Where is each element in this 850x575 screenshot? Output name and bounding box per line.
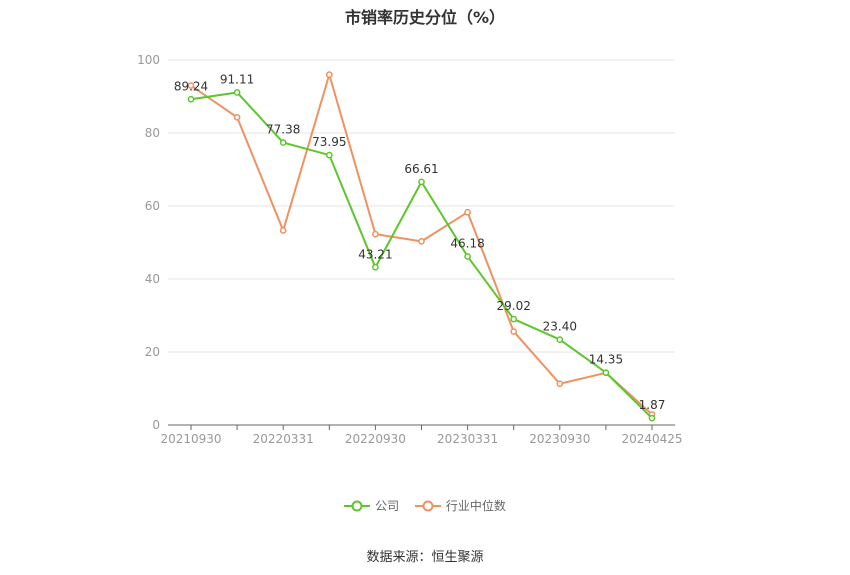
legend-industry-icon [414, 500, 441, 511]
data-label: 66.61 [404, 162, 438, 176]
data-label: 43.21 [358, 247, 392, 261]
legend-item-industry-median[interactable]: 行业中位数 [414, 497, 506, 514]
series-point-1 [233, 113, 241, 121]
x-axis-ticks: 20210930 20220331 20220930 20230331 20230930… [160, 432, 682, 446]
legend-label-industry-median: 行业中位数 [445, 499, 506, 513]
series-point-0 [464, 253, 471, 260]
series-point-1 [187, 82, 195, 89]
y-axis-ticks: 0 20 40 60 80 100 [137, 53, 160, 432]
chart-title: 市销率历史分位（%） [344, 8, 506, 27]
legend-company-icon [344, 500, 371, 511]
data-label: 23.40 [543, 320, 577, 334]
series-point-1 [464, 208, 471, 216]
data-label: 46.18 [450, 236, 484, 250]
series-point-1 [279, 227, 287, 234]
series-point-0 [233, 89, 241, 96]
series-point-0 [187, 95, 195, 103]
series-point-0 [279, 139, 287, 146]
legend: 公司 行业中位数 [0, 497, 850, 516]
x-axis [168, 424, 675, 430]
grid-lines [168, 59, 675, 353]
series-point-0 [325, 151, 333, 159]
x-tick-label: 20230331 [437, 432, 498, 446]
y-tick-label: 100 [137, 53, 160, 67]
x-tick-label: 20220331 [253, 432, 314, 446]
y-tick-label: 40 [145, 272, 160, 286]
series-line-0 [190, 91, 653, 419]
series-point-0 [510, 315, 518, 323]
data-label: 89.24 [174, 79, 208, 93]
y-tick-label: 80 [145, 126, 160, 140]
x-tick-label: 20210930 [160, 432, 221, 446]
x-tick-label: 20230930 [529, 432, 590, 446]
data-labels: 89.24 91.11 77.38 73.95 43.21 66.61 46.18 29.02… [174, 72, 666, 412]
data-label: 91.11 [220, 72, 254, 86]
series-point-1 [418, 238, 425, 245]
series-point-0 [556, 336, 564, 343]
x-tick-label: 20240425 [621, 432, 682, 446]
data-label: 29.02 [497, 299, 531, 313]
data-source: 数据来源：恒生聚源 [366, 550, 484, 565]
series-point-0 [418, 178, 425, 186]
series-point-1 [556, 380, 564, 388]
data-label: 73.95 [312, 135, 346, 149]
legend-item-company[interactable]: 公司 [344, 497, 399, 514]
series-point-1 [372, 230, 379, 238]
y-tick-label: 20 [145, 345, 160, 359]
series-point-0 [602, 369, 610, 376]
series-point-1 [510, 328, 518, 335]
series-point-0 [372, 263, 379, 271]
data-label: 14.35 [589, 353, 623, 367]
series-point-1 [325, 71, 333, 78]
data-label: 77.38 [266, 123, 300, 137]
legend-label-company: 公司 [375, 499, 400, 513]
series-point-0 [648, 414, 656, 422]
x-tick-label: 20220930 [345, 432, 406, 446]
y-tick-label: 0 [152, 418, 160, 432]
series-group [187, 71, 656, 422]
data-label: 1.87 [639, 398, 666, 412]
y-tick-label: 60 [145, 199, 160, 213]
